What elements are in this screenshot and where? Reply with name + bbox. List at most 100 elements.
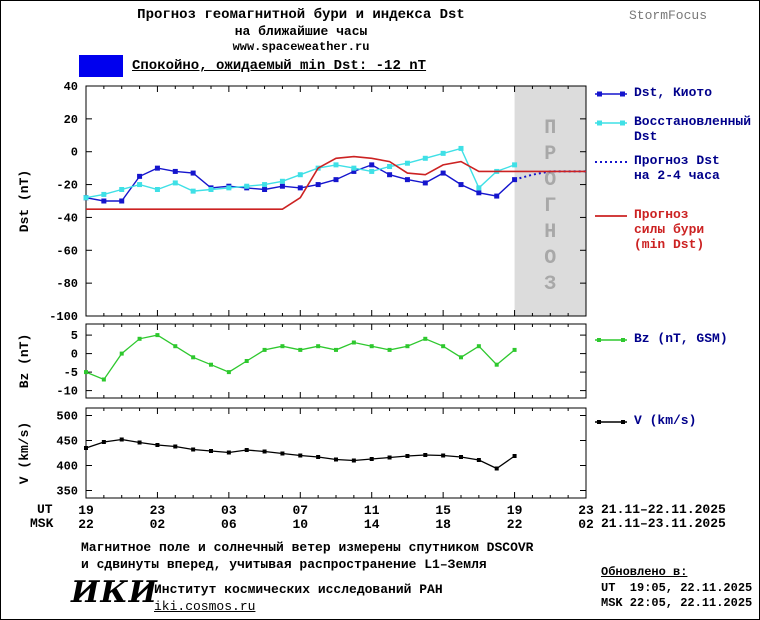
ut-axis-label: UT bbox=[37, 502, 53, 517]
recovered-dst-line-sample bbox=[595, 120, 627, 126]
data-point bbox=[226, 185, 232, 191]
data-point bbox=[441, 453, 446, 458]
storm-status-bar: Спокойно, ожидаемый min Dst: -12 nT bbox=[79, 55, 426, 77]
panel-border bbox=[85, 85, 587, 317]
data-point bbox=[190, 170, 196, 176]
msk-tick-label: 10 bbox=[292, 517, 308, 532]
data-point bbox=[226, 450, 231, 455]
data-point bbox=[458, 145, 464, 151]
y-tick-label: -20 bbox=[56, 179, 78, 193]
data-point bbox=[244, 448, 249, 452]
data-point bbox=[297, 172, 303, 178]
title-line-2: на ближайшие часы bbox=[234, 24, 368, 39]
data-point bbox=[173, 344, 178, 349]
data-point bbox=[440, 150, 446, 156]
y-tick-label: 0 bbox=[71, 348, 78, 362]
data-point bbox=[369, 168, 375, 174]
data-point bbox=[405, 454, 410, 458]
legend-recovered-dst-label: Восстановленный Dst bbox=[634, 114, 752, 144]
data-point bbox=[494, 362, 499, 367]
v-line-sample bbox=[595, 420, 627, 424]
data-point bbox=[387, 347, 392, 352]
data-point bbox=[512, 162, 518, 168]
forecast-watermark-letter: З bbox=[544, 273, 556, 296]
data-point bbox=[334, 347, 338, 352]
forecast-dst-line-sample bbox=[595, 161, 627, 163]
y-tick-label: 20 bbox=[64, 113, 78, 127]
updated-msk-time: MSK 22:05, 22.11.2025 bbox=[601, 596, 753, 610]
ut-tick-label: 03 bbox=[221, 503, 237, 518]
data-point bbox=[172, 168, 178, 174]
data-point bbox=[137, 440, 142, 445]
data-point bbox=[226, 370, 231, 375]
forecast-watermark-letter: П bbox=[544, 117, 556, 140]
data-point bbox=[84, 370, 88, 375]
data-point bbox=[155, 443, 160, 447]
data-point bbox=[173, 444, 178, 449]
data-point bbox=[119, 198, 125, 204]
data-point bbox=[280, 344, 285, 349]
data-point bbox=[279, 183, 285, 189]
y-tick-label: -5 bbox=[64, 366, 78, 380]
data-point bbox=[244, 183, 250, 189]
data-point bbox=[334, 457, 338, 462]
data-point bbox=[423, 453, 428, 457]
legend-v: V (km/s) bbox=[595, 413, 696, 428]
data-point bbox=[209, 362, 213, 367]
data-point bbox=[137, 173, 143, 179]
data-point bbox=[262, 347, 267, 352]
msk-tick-label: 14 bbox=[364, 517, 380, 532]
y-tick-label: -60 bbox=[56, 244, 78, 258]
y-tick-label: -40 bbox=[56, 211, 78, 225]
y-tick-label: 500 bbox=[56, 410, 78, 424]
msk-tick-label: 22 bbox=[507, 517, 523, 532]
data-point bbox=[137, 182, 143, 188]
iki-logo: ИКИ bbox=[71, 575, 158, 610]
data-point bbox=[298, 347, 303, 352]
bz-line-sample bbox=[595, 338, 627, 342]
data-point bbox=[476, 344, 481, 349]
data-point bbox=[369, 162, 375, 168]
y-tick-label: 0 bbox=[71, 146, 78, 160]
iki-site-link[interactable]: iki.cosmos.ru bbox=[154, 599, 256, 614]
data-point bbox=[458, 182, 464, 188]
ut-date-range: 21.11–22.11.2025 bbox=[601, 502, 726, 517]
data-point bbox=[422, 180, 428, 186]
series-bz bbox=[85, 334, 516, 381]
data-point bbox=[387, 455, 392, 460]
data-source-note-line-2: и сдвинуты вперед, учитывая распростране… bbox=[81, 557, 487, 572]
data-point bbox=[351, 168, 357, 174]
dst-kyoto-line-sample bbox=[595, 91, 627, 97]
msk-tick-label: 18 bbox=[435, 517, 451, 532]
y-tick-label: 450 bbox=[56, 435, 78, 449]
forecast-region-band bbox=[514, 86, 586, 316]
forecast-watermark-letter: О bbox=[544, 247, 556, 270]
ut-tick-label: 23 bbox=[150, 503, 166, 518]
y-tick-label: 40 bbox=[64, 80, 78, 94]
data-point bbox=[440, 170, 446, 176]
data-point bbox=[369, 457, 374, 461]
data-point bbox=[387, 164, 393, 169]
y-axis-title: Bz (nT) bbox=[17, 334, 32, 389]
data-point bbox=[315, 182, 321, 188]
data-point bbox=[423, 336, 428, 341]
forecast-watermark-letter: Н bbox=[544, 221, 556, 244]
legend-bz: Bz (nT, GSM) bbox=[595, 331, 728, 346]
y-tick-label: -100 bbox=[49, 310, 78, 324]
data-point bbox=[101, 191, 107, 197]
spaceweather-link[interactable]: www.spaceweather.ru bbox=[232, 40, 370, 54]
legend-dst-kyoto-label: Dst, Киото bbox=[634, 85, 713, 100]
series-storm bbox=[86, 155, 586, 210]
data-point bbox=[119, 437, 124, 442]
msk-axis-label: MSK bbox=[30, 516, 54, 531]
page-title: Прогноз геомагнитной бури и индекса Dst … bbox=[41, 7, 561, 54]
ut-tick-label: 11 bbox=[364, 503, 380, 518]
data-point bbox=[154, 165, 160, 171]
forecast-watermark-letter: Р bbox=[544, 143, 556, 166]
ut-tick-label: 23 bbox=[578, 503, 594, 518]
data-point bbox=[279, 178, 285, 184]
title-line-1: Прогноз геомагнитной бури и индекса Dst bbox=[137, 7, 465, 23]
data-point bbox=[191, 355, 196, 360]
